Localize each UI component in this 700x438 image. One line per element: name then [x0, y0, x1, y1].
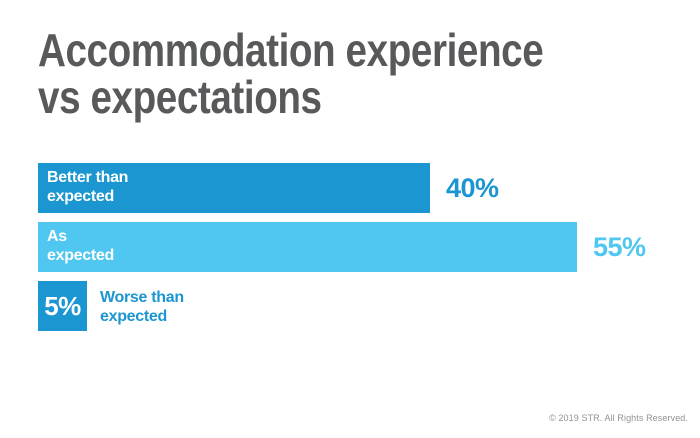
bar-label-better-than-expected: Better than expected [47, 169, 129, 205]
value-label-as-expected: 55% [593, 231, 646, 262]
page-title: Accommodation experience vs expectations [38, 24, 544, 123]
value-label-better-than-expected: 40% [446, 172, 499, 203]
value-label-worse-than-expected: 5% [44, 290, 81, 321]
bar-label-as-expected: As expected [47, 228, 114, 264]
bar-row-worse-than-expected: 5% Worse than expected [38, 281, 184, 331]
bar-label-worse-than-expected: Worse than expected [100, 289, 184, 325]
bar-row-better-than-expected: Better than expected 40% [38, 163, 499, 213]
bar-better-than-expected: Better than expected [38, 163, 430, 213]
bar-as-expected: As expected [38, 222, 577, 272]
copyright-text: © 2019 STR. All Rights Reserved. [549, 413, 688, 423]
bar-worse-than-expected: 5% [38, 281, 87, 331]
bar-row-as-expected: As expected 55% [38, 222, 646, 272]
